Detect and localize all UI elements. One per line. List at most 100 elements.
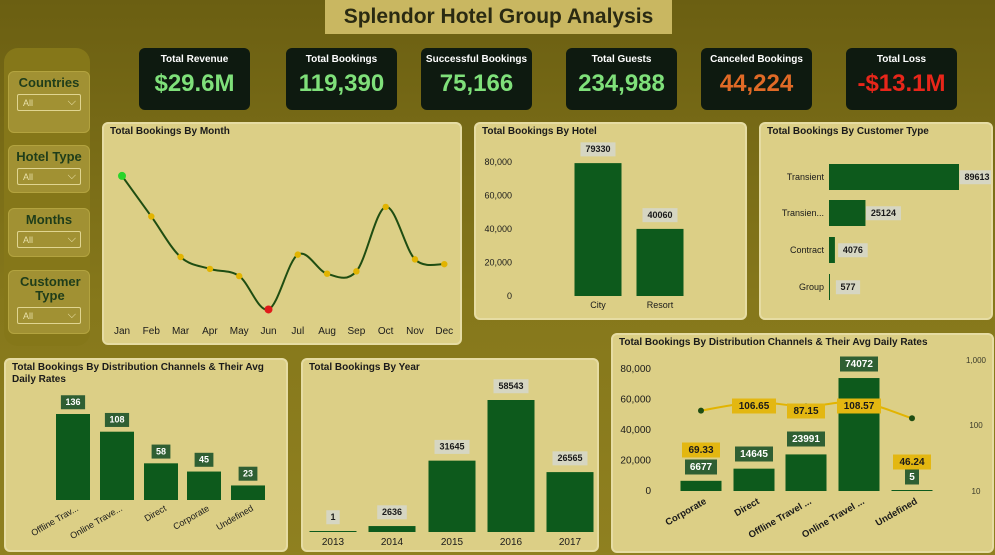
year-bar	[309, 531, 357, 532]
bar-data-label: 5	[909, 472, 915, 483]
data-label: 2636	[382, 507, 402, 517]
bar-data-label: 74072	[845, 359, 873, 370]
customer-type-bar-chart: Transient 89613 Transien... 25124 Contract 40…	[782, 164, 991, 300]
month-point	[177, 253, 184, 261]
data-label-bg	[238, 466, 258, 481]
rate-point	[698, 407, 704, 414]
panel-bookings-by-year: Total Bookings By Year 1 2013 2636 2014 3164…	[301, 358, 599, 552]
data-label-bg	[959, 170, 991, 185]
month-tick-label: Aug	[318, 326, 336, 337]
data-label-bg	[434, 439, 470, 454]
data-label: 58543	[498, 381, 523, 391]
dropdown-value: All	[23, 172, 34, 182]
data-label: 45	[199, 455, 209, 465]
slicer-months: Months All ⌵	[8, 208, 90, 257]
x-tick-label: Direct	[733, 496, 763, 519]
chevron-down-icon: ⌵	[67, 309, 76, 321]
combo-bar	[733, 468, 775, 491]
rate-data-label-bg	[787, 403, 825, 419]
kpi-title: Successful Bookings	[425, 54, 528, 65]
y-tick-label: Transien...	[782, 208, 824, 218]
bar-data-label: 23991	[792, 434, 820, 445]
channel-bar	[56, 414, 90, 500]
customer-type-dropdown[interactable]: All ⌵	[17, 307, 81, 324]
bar-data-label: 6677	[690, 462, 713, 473]
months-dropdown[interactable]: All ⌵	[17, 231, 81, 248]
kpi-title: Total Revenue	[160, 54, 229, 65]
hotel-bar	[636, 228, 684, 296]
month-point	[264, 305, 273, 314]
month-tick-label: Dec	[435, 326, 453, 337]
month-tick-label: May	[230, 326, 249, 337]
x-tick-label: Undefined	[874, 496, 920, 529]
rate-data-label-bg	[837, 398, 881, 414]
y-tick-label: 80,000	[620, 364, 651, 375]
chart-title: Total Bookings By Year	[309, 362, 420, 373]
rate-data-label: 46.24	[899, 457, 924, 468]
data-label: 23	[243, 468, 253, 478]
combo-bar	[891, 490, 933, 491]
data-label-bg	[580, 142, 616, 157]
data-label: 58	[156, 446, 166, 456]
month-point	[323, 270, 331, 277]
month-point	[118, 171, 126, 180]
hotel-bar	[574, 163, 622, 296]
x-tick-label: 2016	[500, 537, 523, 548]
kpi-total-bookings: Total Bookings 119,390	[286, 48, 397, 110]
data-label: 1	[330, 512, 335, 522]
month-tick-label: Jun	[260, 326, 276, 337]
month-tick-label: Mar	[172, 326, 190, 337]
month-line-chart: Jan Feb Mar Apr May Jun Jul Aug Sep Oct Nov Dec	[114, 171, 453, 337]
customer-bar	[829, 164, 959, 190]
y-tick-label: Group	[799, 282, 824, 292]
data-label: 89613	[964, 172, 989, 182]
y-tick-label: 20,000	[484, 258, 512, 268]
year-bar	[428, 460, 476, 532]
rate-data-label: 106.65	[739, 401, 770, 412]
y-tick-label: 60,000	[620, 395, 651, 406]
channel-bar	[100, 431, 134, 500]
month-tick-label: Jul	[291, 326, 304, 337]
rate-data-label: 69.33	[688, 445, 713, 456]
panel-channels-combo: Total Bookings By Distribution Channels …	[611, 333, 994, 553]
year-bar	[487, 400, 535, 532]
hotel-type-dropdown[interactable]: All ⌵	[17, 168, 81, 185]
rate-data-label-bg	[732, 398, 776, 414]
bar-data-label-bg	[905, 469, 919, 485]
y-tick-label: 40,000	[484, 224, 512, 234]
kpi-value: $29.6M	[154, 70, 235, 97]
data-label: 31645	[439, 442, 464, 452]
slicer-panel: Countries All ⌵ Hotel Type All ⌵ Months Al…	[4, 48, 90, 346]
month-tick-label: Jan	[114, 326, 130, 337]
x-tick-label: Direct	[143, 503, 169, 524]
dropdown-value: All	[23, 98, 34, 108]
data-label-bg	[60, 395, 86, 410]
dropdown-value: All	[23, 311, 34, 321]
kpi-total-revenue: Total Revenue $29.6M	[139, 48, 250, 110]
year-bar-chart: 1 2013 2636 2014 31645 2015 58543 2016 26565 2017	[309, 379, 594, 548]
y-tick-label: 0	[507, 291, 512, 301]
bar-data-label-bg	[735, 446, 773, 462]
y-tick-label: Contract	[790, 245, 825, 255]
kpi-value: -$13.1M	[857, 70, 946, 97]
data-label: 26565	[557, 453, 582, 463]
chevron-down-icon: ⌵	[67, 233, 76, 245]
x-tick-label: Undefined	[214, 503, 255, 532]
panel-channels-avg-rates: Total Bookings By Distribution Channels …	[4, 358, 288, 552]
data-label: 577	[840, 282, 855, 292]
bar-data-label-bg	[685, 459, 717, 475]
kpi-value: 119,390	[298, 70, 385, 97]
x-tick-label: 2014	[381, 537, 404, 548]
dropdown-value: All	[23, 235, 34, 245]
month-point	[441, 260, 448, 268]
month-point	[294, 251, 301, 258]
rate-point	[909, 415, 915, 422]
panel-bookings-by-hotel: Total Bookings By Hotel 80,000 60,000 40,0…	[474, 122, 747, 320]
customer-bar	[829, 274, 830, 300]
x-tick-label: 2015	[441, 537, 464, 548]
chevron-down-icon: ⌵	[67, 96, 76, 108]
y-tick-label: Transient	[787, 172, 825, 182]
channel-bar	[187, 471, 221, 500]
countries-dropdown[interactable]: All ⌵	[17, 94, 81, 111]
kpi-value: 234,988	[578, 70, 665, 97]
